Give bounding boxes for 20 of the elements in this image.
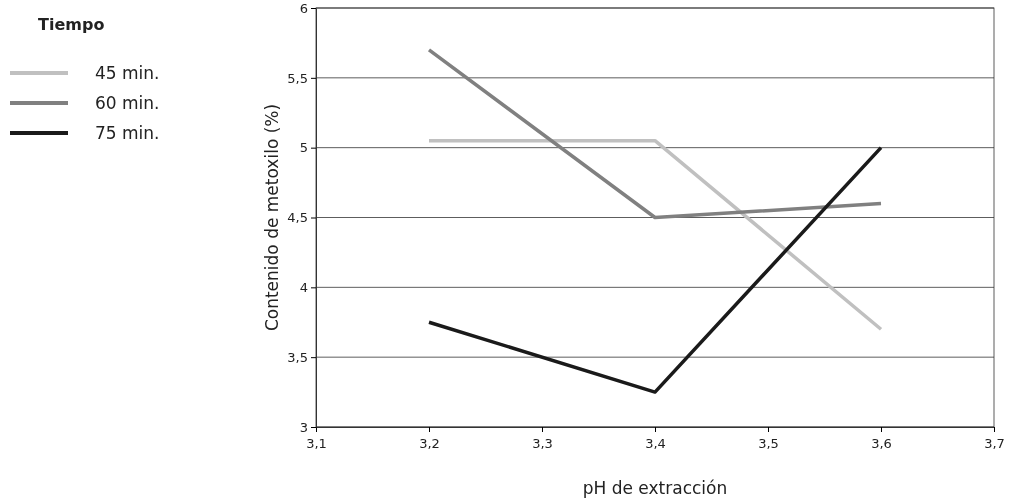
x-tick-label: 3,6 [871,436,892,451]
y-tick-label: 6 [299,0,308,16]
y-tick-label: 3 [299,419,308,435]
x-tick-label: 3,1 [306,436,327,451]
y-axis-title: Contenido de metoxilo (%) [262,103,282,332]
x-tick-label: 3,5 [758,436,779,451]
x-tick-label: 3,3 [532,436,553,451]
y-tick-label: 3,5 [287,349,308,365]
legend-title: Tiempo [38,15,105,34]
legend-label: 45 min. [95,63,160,83]
y-tick-label: 5,5 [287,70,308,86]
y-tick-label: 5 [299,140,308,156]
x-tick-label: 3,2 [419,436,440,451]
x-tick-label: 3,4 [645,436,666,451]
x-axis-title: pH de extracción [582,478,728,498]
legend-label: 75 min. [95,123,160,143]
legend-label: 60 min. [95,93,160,113]
x-tick-label: 3,7 [984,436,1005,451]
y-tick-label: 4,5 [287,210,308,226]
y-tick-label: 4 [299,279,308,295]
